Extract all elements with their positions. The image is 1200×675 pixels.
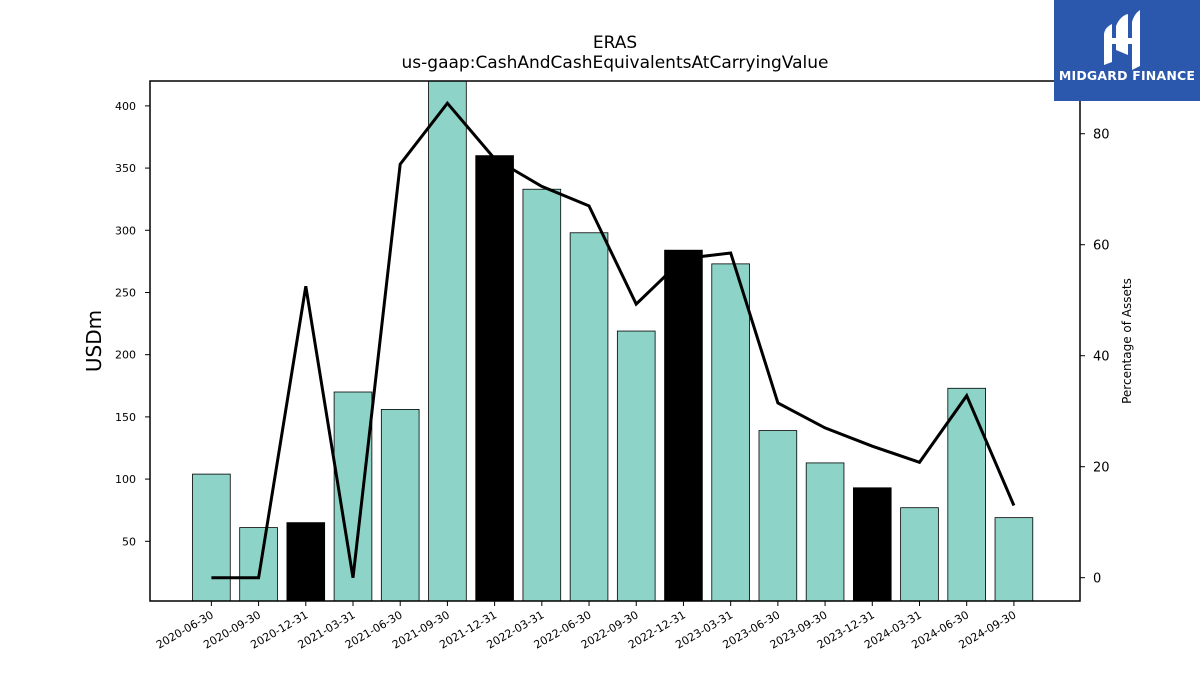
bar-2020-09-30 [239,527,278,602]
bar-2022-12-31 [664,249,703,602]
bar-2020-06-30 [192,473,231,602]
y-tick-label: 350 [115,162,136,175]
y-tick-label: 300 [115,224,136,237]
y2-tick-label: 40 [1093,350,1110,365]
y-tick-label: 100 [115,473,136,486]
bar-2020-12-31 [286,522,326,602]
bar-2024-03-31 [900,507,939,602]
bar-2023-12-31 [853,487,892,602]
y2-tick-label: 0 [1093,572,1101,587]
bar-2024-09-30 [994,517,1034,602]
y-tick-label: 150 [115,411,136,424]
percentage-of-assets-line [211,100,1016,580]
bar-2023-09-30 [805,462,845,602]
y-tick-label: 400 [115,100,136,113]
bar-2024-06-30 [947,387,986,602]
y2-tick-label: 20 [1093,461,1110,476]
bar-2023-03-31 [711,263,750,602]
bar-2021-06-30 [380,409,420,602]
midgard-finance-logo: MIDGARD FINANCE [1054,0,1200,101]
logo-text: MIDGARD FINANCE [1058,68,1196,83]
plot-frame [149,80,1081,602]
midgard-logo-icon [1104,10,1140,70]
y2-axis-label: Percentage of Assets [1120,278,1134,404]
y-axis-label: USDm [82,310,106,372]
chart-title: ERAS [592,33,638,53]
bar-2023-06-30 [758,430,798,602]
bar-2021-12-31 [475,155,514,602]
bar-2022-06-30 [569,232,609,602]
bar-2021-09-30 [428,80,467,602]
y-tick-label: 200 [115,349,136,362]
y2-tick-label: 60 [1093,239,1110,254]
y-tick-label: 50 [122,535,136,548]
y-tick-label: 250 [115,286,136,299]
y2-tick-label: 80 [1093,128,1110,143]
bar-2022-03-31 [522,188,562,602]
chart-subtitle: us-gaap:CashAndCashEquivalentsAtCarrying… [401,53,829,73]
bar-2022-09-30 [616,330,656,602]
